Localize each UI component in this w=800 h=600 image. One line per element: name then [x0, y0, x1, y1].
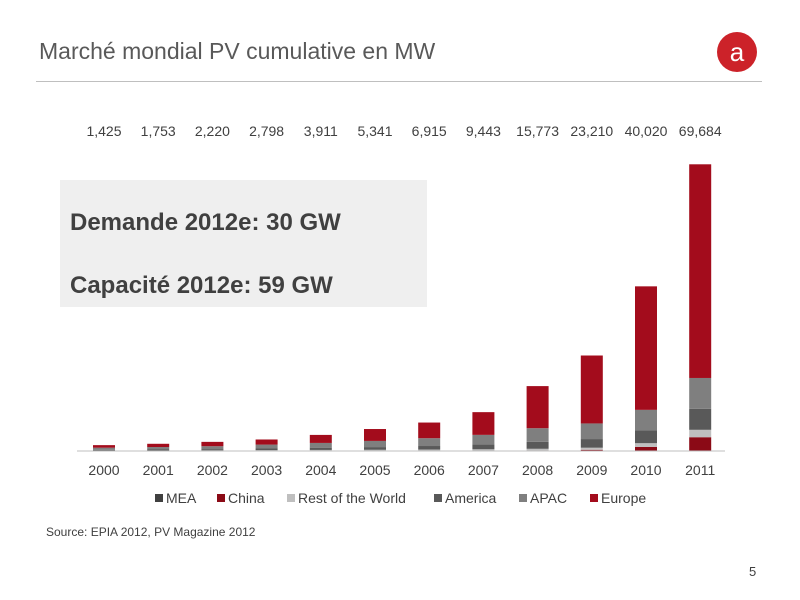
bar-2009-america	[580, 439, 603, 448]
legend-label-america: America	[445, 490, 497, 506]
bar-2002-apac	[201, 446, 224, 450]
title-divider	[36, 81, 762, 82]
bar-2004-rest-of-the-world	[309, 449, 332, 451]
x-tick-2004: 2004	[305, 462, 336, 478]
bar-2006-rest-of-the-world	[418, 449, 441, 451]
total-label-2006: 6,915	[412, 123, 447, 139]
bar-2000-apac	[93, 447, 115, 450]
bar-2005-rest-of-the-world	[364, 449, 386, 451]
total-label-2008: 15,773	[516, 123, 559, 139]
bar-2010-china	[635, 446, 657, 451]
bar-2006-apac	[418, 438, 441, 447]
total-label-2007: 9,443	[466, 123, 501, 139]
legend-swatch-rest-of-the-world	[287, 494, 295, 502]
x-tick-2007: 2007	[468, 462, 499, 478]
legend-swatch-america	[434, 494, 442, 502]
legend-label-china: China	[228, 490, 265, 506]
bar-2011-apac	[689, 377, 712, 409]
total-labels: 1,425 1,753 2,220 2,798 3,911 5,341 6,915 9,443…	[86, 123, 721, 139]
total-label-2000: 1,425	[86, 123, 121, 139]
bar-2004-europe	[309, 434, 332, 443]
bar-2004-apac	[309, 442, 332, 448]
bar-2008-apac	[526, 428, 549, 442]
forecast-callout: Demande 2012e: 30 GW Capacité 2012e: 59 …	[60, 180, 427, 307]
bar-2003-apac	[255, 444, 278, 449]
bars	[93, 164, 712, 451]
legend-swatch-mea	[155, 494, 163, 502]
bar-2011-europe	[689, 164, 712, 378]
bar-2010-apac	[635, 409, 657, 431]
bar-2011-america	[689, 408, 712, 430]
slide-title: Marché mondial PV cumulative en MW	[39, 38, 436, 64]
total-label-2001: 1,753	[141, 123, 176, 139]
x-tick-2001: 2001	[143, 462, 174, 478]
legend-label-europe: Europe	[601, 490, 646, 506]
bar-2001-apac	[147, 447, 170, 450]
legend-swatch-china	[217, 494, 225, 502]
bar-2006-europe	[418, 422, 441, 439]
total-label-2010: 40,020	[625, 123, 668, 139]
bar-2011-rest-of-the-world	[689, 429, 712, 438]
x-tick-2000: 2000	[88, 462, 119, 478]
bar-2009-china	[580, 449, 603, 451]
bar-2009-europe	[580, 355, 603, 424]
total-label-2002: 2,220	[195, 123, 230, 139]
bar-2007-rest-of-the-world	[472, 449, 495, 451]
bar-2007-apac	[472, 434, 495, 445]
bar-2009-rest-of-the-world	[580, 447, 603, 450]
bar-2005-apac	[364, 440, 386, 448]
bar-2008-rest-of-the-world	[526, 448, 549, 451]
bar-2002-europe	[201, 441, 224, 447]
bar-2009-apac	[580, 423, 603, 440]
bar-2004-america	[309, 447, 332, 450]
x-tick-labels: 2000 2001 2002 2003 2004 2005 2006 2007 2008 2009…	[88, 462, 715, 478]
legend-label-rest-of-the-world: Rest of the World	[298, 490, 406, 506]
x-tick-2006: 2006	[414, 462, 445, 478]
bar-2007-europe	[472, 412, 495, 435]
bar-2003-europe	[255, 439, 278, 445]
x-tick-2011: 2011	[685, 462, 715, 478]
legend-swatch-europe	[590, 494, 598, 502]
bar-2006-america	[418, 446, 441, 450]
legend-label-apac: APAC	[530, 490, 567, 506]
brand-logo-icon: a	[717, 32, 757, 72]
bar-2011-china	[689, 437, 712, 451]
page-number: 5	[749, 564, 757, 579]
bar-2000-europe	[93, 445, 115, 448]
x-tick-2009: 2009	[576, 462, 607, 478]
bar-2008-america	[526, 441, 549, 449]
x-tick-2010: 2010	[630, 462, 661, 478]
bar-2010-europe	[635, 286, 657, 410]
bar-2000-america	[93, 449, 115, 451]
total-label-2009: 23,210	[570, 123, 613, 139]
bar-2005-europe	[364, 429, 386, 441]
legend: MEA China Rest of the World America APAC Euro…	[155, 490, 646, 506]
total-label-2003: 2,798	[249, 123, 284, 139]
bar-2003-america	[255, 448, 278, 451]
bar-2010-rest-of-the-world	[635, 443, 657, 447]
bar-2007-america	[472, 444, 495, 450]
legend-label-mea: MEA	[166, 490, 197, 506]
x-tick-2002: 2002	[197, 462, 228, 478]
bar-2001-europe	[147, 443, 170, 448]
bar-2003-rest-of-the-world	[255, 450, 278, 451]
bar-2008-europe	[526, 386, 549, 429]
bar-2005-america	[364, 447, 386, 450]
x-tick-2005: 2005	[359, 462, 390, 478]
bar-2002-america	[201, 449, 224, 451]
callout-capacity: Capacité 2012e: 59 GW	[70, 272, 333, 299]
total-label-2005: 5,341	[357, 123, 392, 139]
bar-2001-america	[147, 449, 170, 451]
legend-swatch-apac	[519, 494, 527, 502]
logo-letter: a	[730, 37, 745, 67]
callout-demand: Demande 2012e: 30 GW	[70, 209, 341, 236]
x-tick-2003: 2003	[251, 462, 282, 478]
x-tick-2008: 2008	[522, 462, 553, 478]
total-label-2011: 69,684	[679, 123, 722, 139]
total-label-2004: 3,911	[304, 123, 338, 139]
bar-2010-america	[635, 430, 657, 444]
source-note: Source: EPIA 2012, PV Magazine 2012	[46, 525, 256, 539]
